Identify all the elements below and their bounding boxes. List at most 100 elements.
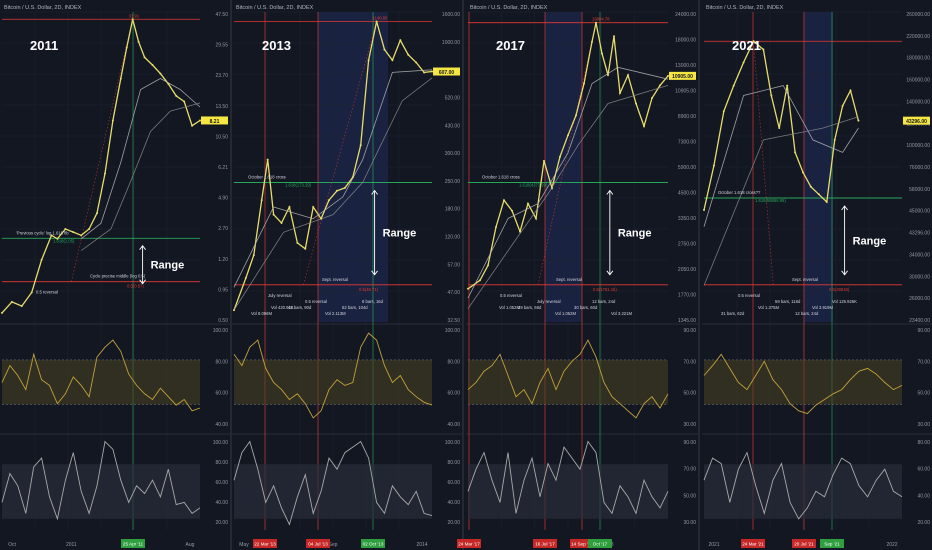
stoch-band <box>704 464 902 519</box>
annotation: Vol 3.221M <box>611 311 632 316</box>
price-tick-label: 30000.00 <box>909 274 930 280</box>
price-point <box>312 206 315 209</box>
price-tick-label: 8900.00 <box>678 114 696 120</box>
price-tick-label: 45000.00 <box>909 209 930 215</box>
range-arrow-head <box>606 189 614 195</box>
price-tag <box>201 116 228 125</box>
price-point <box>125 46 128 49</box>
date-badge <box>792 539 816 548</box>
price-point <box>391 59 394 62</box>
price-point <box>503 199 505 202</box>
time-tick-label: Oct <box>8 542 16 548</box>
annotation: 31.91 <box>129 13 140 18</box>
price-tick-label: 10905.00 <box>675 89 696 95</box>
series-ma-fast <box>703 85 859 227</box>
price-point <box>111 119 114 122</box>
price-point <box>304 247 307 250</box>
annotation: 30 bars, 60d <box>574 305 598 310</box>
year-label: 2021 <box>732 38 761 53</box>
annotation: 0.5(28918) <box>829 287 850 292</box>
price-tick-label: 2.70 <box>218 226 228 232</box>
price-tick-label: 23400.00 <box>909 318 930 324</box>
stoch-tick-label: 40.00 <box>447 500 460 506</box>
date-badge <box>820 539 844 548</box>
trend-projection <box>753 41 774 285</box>
chart-header: Bitcoin / U.S. Dollar, 2D, INDEX <box>470 5 548 11</box>
range-arrow-head <box>606 270 614 276</box>
rsi-tick-label: 40.00 <box>215 422 228 428</box>
price-point <box>802 171 804 174</box>
series-ma-slow <box>80 102 201 251</box>
price-point <box>50 234 53 237</box>
rsi-line <box>703 353 903 415</box>
annotation: 52 bars, 104d <box>342 305 368 310</box>
price-point <box>742 61 745 64</box>
price-point <box>659 84 661 87</box>
price-point <box>635 102 637 105</box>
rsi-tick-label: 80.00 <box>215 359 228 365</box>
price-point <box>627 74 629 77</box>
price-point <box>643 125 645 128</box>
price-point <box>40 258 43 261</box>
price-tick-label: 5900.00 <box>678 165 696 171</box>
price-tag <box>903 116 930 125</box>
annotation: October 1.618 cross?? <box>718 190 761 195</box>
price-point <box>266 158 269 161</box>
price-tick-label: 300.00 <box>445 151 461 157</box>
price-tick-label: 58000.00 <box>909 187 930 193</box>
time-tick-label: 2014 <box>416 542 427 548</box>
rsi-band <box>234 359 432 405</box>
price-point <box>817 193 820 196</box>
price-point <box>343 186 346 189</box>
price-tick-label: 57.00 <box>447 262 460 268</box>
stoch-tick-label: 40.00 <box>917 493 930 499</box>
price-point <box>415 61 418 64</box>
price-point <box>583 82 585 85</box>
annotation: Sept. reversal <box>556 277 582 282</box>
price-point <box>233 309 235 312</box>
price-tick-label: 47.50 <box>215 12 228 18</box>
price-point <box>591 40 593 43</box>
price-point <box>752 40 755 43</box>
date-badge-label: 25 Apr '11 <box>123 542 144 547</box>
price-tick-label: 3350.00 <box>678 216 696 222</box>
annotation: 1.618(173.29) <box>285 183 312 188</box>
stoch-tick-label: 20.00 <box>447 520 460 526</box>
price-point <box>857 119 860 122</box>
date-badge-label: 24 Mar '17 <box>458 542 480 547</box>
annotation: Sept. reversal <box>322 277 348 282</box>
price-point <box>72 231 75 234</box>
price-tick-label: 32.50 <box>447 318 460 324</box>
price-point <box>244 276 247 279</box>
annotation: Vol 1.375M <box>758 305 779 310</box>
date-badge <box>741 539 765 548</box>
annotation: Cycle precise middle (log 0.5) <box>90 274 146 279</box>
price-point <box>479 279 481 282</box>
annotation: July reversal <box>537 299 561 304</box>
rsi-line <box>233 332 433 419</box>
date-badge-label: 20 Jul '21 <box>794 542 814 547</box>
price-tick-label: 24000.00 <box>675 12 696 18</box>
date-badge-label: 22 Mar '13 <box>254 542 276 547</box>
time-tick-label: 2021 <box>708 542 719 548</box>
price-tick-label: 4500.00 <box>678 191 696 197</box>
annotation: 0.5(0.57) <box>127 284 144 289</box>
chart-header: Bitcoin / U.S. Dollar, 2D, INDEX <box>706 5 784 11</box>
date-badge <box>253 539 277 548</box>
panel-2017: Bitcoin / U.S. Dollar, 2D, INDEX 2017 Rang… <box>457 0 700 550</box>
annotation: 0.5(1791.15) <box>593 287 617 292</box>
stoch-tick-label: 40.00 <box>215 500 228 506</box>
rsi-tick-label: 80.00 <box>447 359 460 365</box>
annotation: 'Previous cycle' log 1.618 fib <box>16 230 69 235</box>
stoch-tick-label: 80.00 <box>447 460 460 466</box>
price-tick-label: 13000.00 <box>675 63 696 69</box>
annotation: Vol 125.926K <box>832 299 857 304</box>
rsi-band <box>2 359 200 405</box>
price-tick-label: 4.90 <box>218 196 228 202</box>
annotation: Vol 420.91K <box>271 305 294 310</box>
price-point <box>359 144 362 147</box>
price-tick-label: 180.00 <box>445 207 461 213</box>
price-point <box>260 199 263 202</box>
date-badge-label: 16 Jul '17 <box>535 542 555 547</box>
price-point <box>272 213 275 216</box>
